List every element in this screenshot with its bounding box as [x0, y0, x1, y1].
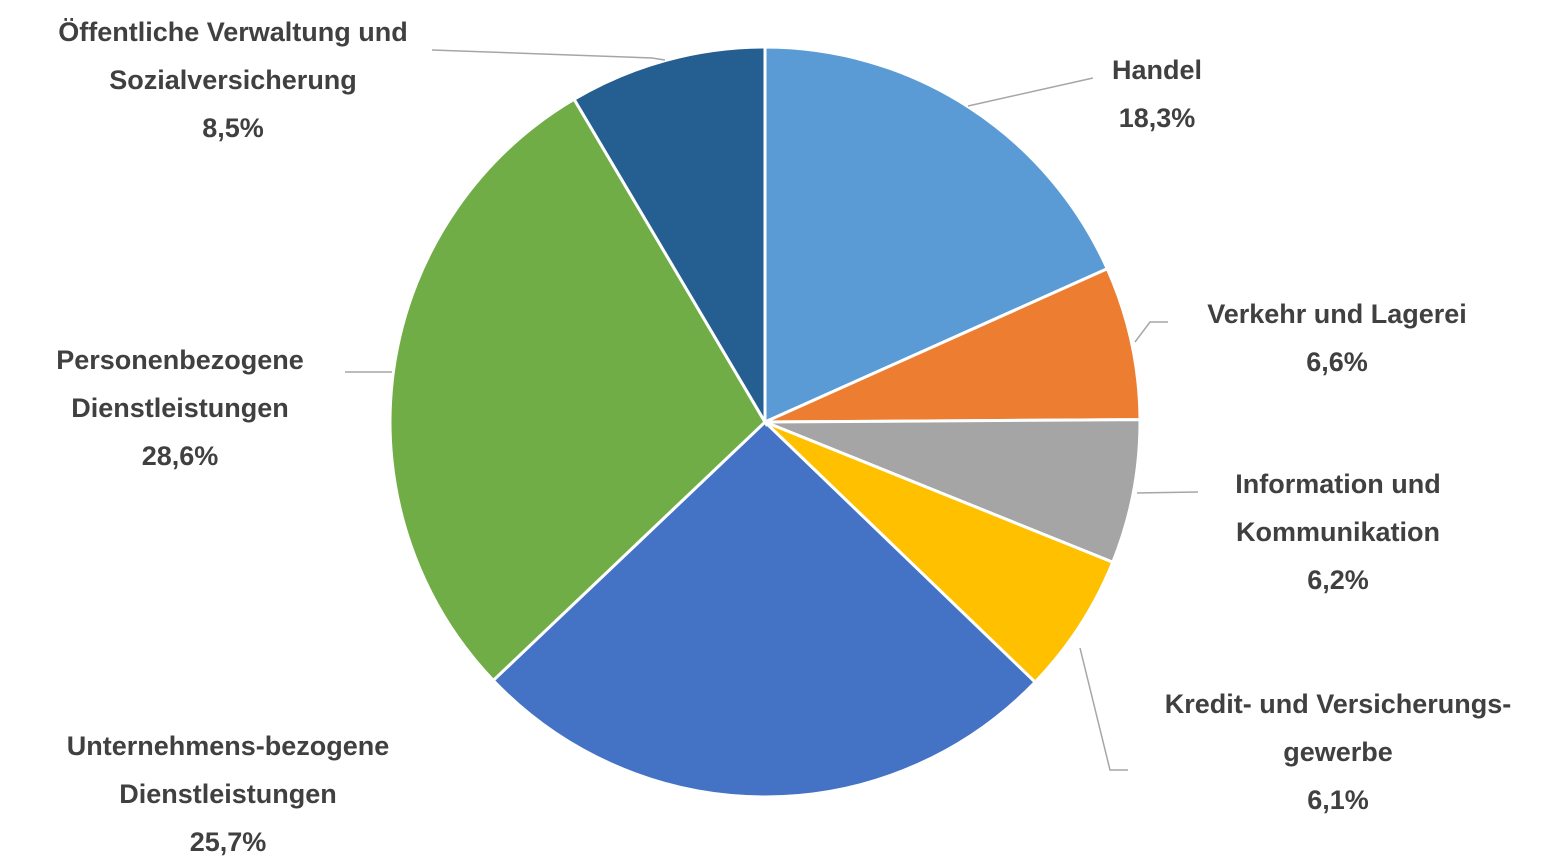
value-label: 25,7% [189, 827, 267, 857]
data-label: Kredit- und Versicherungs-gewerbe 6,1% [1128, 680, 1543, 824]
category-label: Verkehr und Lagerei [1207, 299, 1467, 329]
data-label: Personenbezogene Dienstleistungen 28,6% [10, 336, 350, 480]
category-label: Information und Kommunikation [1235, 469, 1441, 547]
pie-slice [764, 418, 1142, 565]
value-label: 28,6% [141, 441, 219, 471]
leader-line [431, 49, 666, 61]
category-label: Unternehmens-bezogene Dienstleistungen [66, 731, 390, 809]
value-label: 6,1% [1307, 785, 1369, 815]
pie-slice [388, 97, 767, 683]
leader-line [967, 77, 1094, 107]
data-label: Verkehr und Lagerei 6,6% [1127, 290, 1543, 386]
value-label: 6,6% [1306, 347, 1368, 377]
data-label: Information und Kommunikation 6,2% [1178, 460, 1498, 604]
category-label: Kredit- und Versicherungs-gewerbe [1164, 689, 1512, 767]
data-label: Handel 18,3% [1057, 46, 1257, 142]
value-label: 8,5% [202, 113, 264, 143]
leader-line [1134, 321, 1168, 343]
value-label: 6,2% [1307, 565, 1369, 595]
slices [388, 45, 1142, 799]
category-label: Öffentliche Verwaltung und Sozialversich… [58, 17, 408, 95]
data-label: Unternehmens-bezogene Dienstleistungen 25… [8, 722, 448, 866]
category-label: Handel [1111, 55, 1203, 85]
leader-line [1136, 491, 1199, 494]
value-label: 18,3% [1118, 103, 1196, 133]
category-label: Personenbezogene Dienstleistungen [56, 345, 304, 423]
pie-slice [764, 266, 1142, 424]
pie-slice [763, 45, 1110, 425]
data-label: Öffentliche Verwaltung und Sozialversich… [13, 8, 453, 152]
pie-slice [491, 419, 1038, 799]
pie-slice [572, 45, 767, 428]
pie-slice [763, 420, 1115, 685]
leader-line [1079, 647, 1128, 771]
